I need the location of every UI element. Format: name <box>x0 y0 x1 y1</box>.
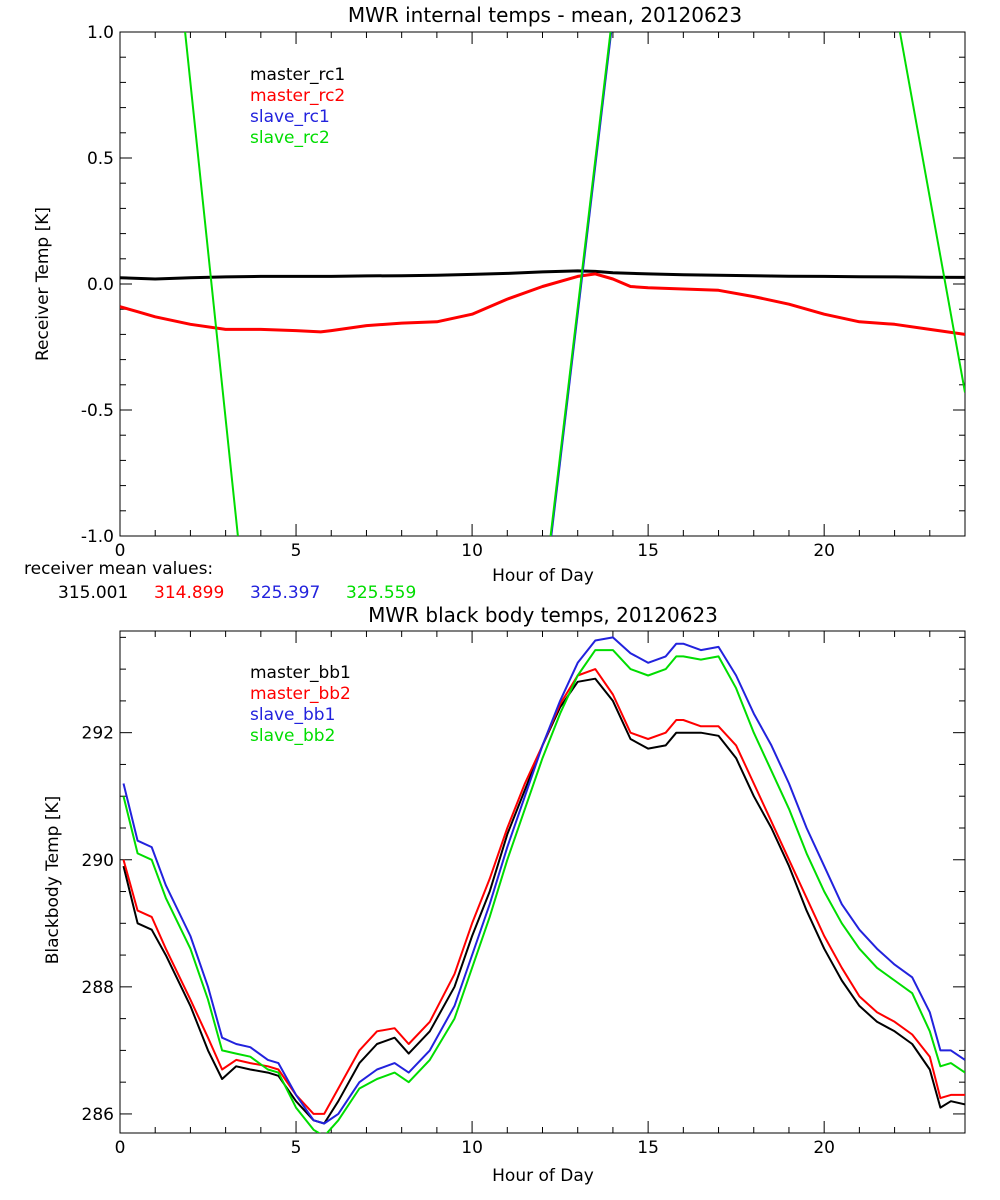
x-axis-label: Hour of Day <box>492 1166 594 1186</box>
plot-frame <box>119 630 966 1134</box>
series-line-slave-rc2 <box>898 32 965 393</box>
x-tick-label: 20 <box>813 541 835 561</box>
plot-frame <box>119 31 966 537</box>
x-tick-label: 10 <box>461 541 483 561</box>
series-line-slave-rc2 <box>549 32 612 536</box>
chart-title: MWR black body temps, 20120623 <box>368 603 718 627</box>
legend-item-slave-rc2: slave_rc2 <box>250 128 330 148</box>
series-line-master-rc1 <box>120 269 965 281</box>
y-tick-label: 292 <box>82 724 114 744</box>
series-line-slave-bb2 <box>122 649 965 1133</box>
y-tick-label: 0.5 <box>87 149 114 169</box>
chart-title: MWR internal temps - mean, 20120623 <box>348 3 742 27</box>
mean-value: 315.001 <box>58 583 128 603</box>
series-group <box>120 32 965 536</box>
x-tick-label: 5 <box>291 1138 302 1158</box>
blackbody-temps-chart: MWR black body temps, 20120623 0 5 10 15 20 2… <box>43 603 966 1186</box>
x-tick-label: 5 <box>291 541 302 561</box>
series-line-slave-bb1 <box>122 636 965 1125</box>
mean-value: 325.397 <box>250 583 320 603</box>
legend-item-slave-bb1: slave_bb1 <box>250 705 335 725</box>
legend-item-master-rc2: master_rc2 <box>250 86 345 106</box>
y-tick-label: 288 <box>82 978 114 998</box>
receiver-mean-values: receiver mean values: 315.001 314.899 325.… <box>24 559 416 603</box>
series-line-master-rc2 <box>120 272 965 336</box>
legend-item-slave-rc1: slave_rc1 <box>250 107 330 127</box>
mean-value: 314.899 <box>154 583 224 603</box>
y-tick-label: 0.0 <box>87 275 114 295</box>
mean-values-label: receiver mean values: <box>24 559 213 579</box>
x-tick-label: 0 <box>115 1138 126 1158</box>
y-tick-label: 290 <box>82 851 114 871</box>
receiver-temps-chart: MWR internal temps - mean, 20120623 0 5 10… <box>33 3 966 586</box>
y-axis-label: Receiver Temp [K] <box>33 207 53 361</box>
legend-item-master-bb2: master_bb2 <box>250 684 351 704</box>
legend-item-master-rc1: master_rc1 <box>250 65 345 85</box>
series-line-slave-rc2 <box>184 32 239 536</box>
y-tick-label: 286 <box>82 1105 114 1125</box>
x-tick-label: 20 <box>813 1138 835 1158</box>
y-axis-label: Blackbody Temp [K] <box>43 796 63 965</box>
y-tick-label: 1.0 <box>87 23 114 43</box>
x-axis-label: Hour of Day <box>492 566 594 586</box>
axis-ticks: 0 5 10 15 20 -1.0 -0.5 0.0 0.5 1.0 <box>81 23 966 561</box>
y-tick-label: -1.0 <box>81 527 114 547</box>
x-tick-label: 15 <box>637 541 659 561</box>
legend-item-slave-bb2: slave_bb2 <box>250 726 335 746</box>
axis-ticks: 0 5 10 15 20 286 288 290 292 <box>82 631 966 1158</box>
series-group <box>122 636 965 1133</box>
x-tick-label: 15 <box>637 1138 659 1158</box>
x-tick-label: 0 <box>115 541 126 561</box>
legend-item-master-bb1: master_bb1 <box>250 663 351 683</box>
y-tick-label: -0.5 <box>81 401 114 421</box>
mean-value: 325.559 <box>346 583 416 603</box>
x-tick-label: 10 <box>461 1138 483 1158</box>
